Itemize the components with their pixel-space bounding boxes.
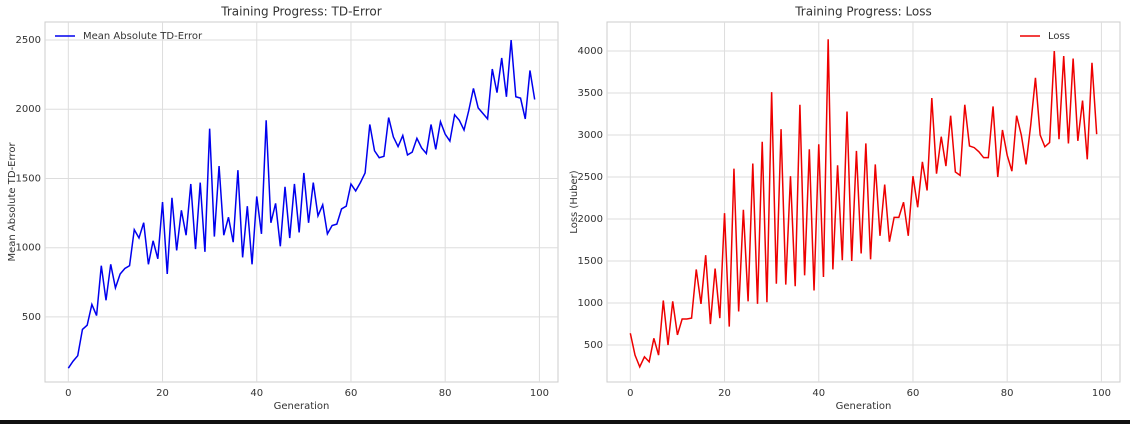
y-tick-label: 1000 — [578, 298, 603, 309]
x-tick-label: 0 — [627, 388, 633, 399]
line — [629, 39, 1098, 369]
x-tick-label: 80 — [1001, 388, 1014, 399]
x-tick-label: 0 — [65, 388, 71, 399]
legend-label: Mean Absolute TD-Error — [83, 31, 203, 42]
x-tick-label: 40 — [250, 388, 263, 399]
y-tick-label: 3500 — [578, 88, 603, 99]
x-tick-label: 100 — [1092, 388, 1111, 399]
bottom-bar — [0, 420, 1130, 424]
x-tick-label: 40 — [812, 388, 825, 399]
x-tick-label: 100 — [530, 388, 549, 399]
y-tick-label: 3000 — [578, 130, 603, 141]
x-axis-label: Generation — [836, 401, 892, 412]
y-tick-label: 2000 — [578, 214, 603, 225]
y-tick-label: 2500 — [16, 35, 41, 46]
y-tick-label: 4000 — [578, 46, 603, 57]
x-tick-label: 20 — [718, 388, 731, 399]
x-tick-label: 80 — [439, 388, 452, 399]
x-tick-label: 20 — [156, 388, 169, 399]
x-tick-label: 60 — [345, 388, 358, 399]
y-tick-label: 500 — [22, 312, 41, 323]
line — [67, 39, 536, 369]
y-tick-label: 500 — [584, 340, 603, 351]
chart-title: Training Progress: TD-Error — [220, 5, 381, 19]
y-tick-label: 2000 — [16, 104, 41, 115]
y-tick-label: 1000 — [16, 243, 41, 254]
chart-title: Training Progress: Loss — [794, 5, 932, 19]
y-axis-label: Loss (Huber) — [569, 170, 580, 233]
y-tick-label: 1500 — [578, 256, 603, 267]
y-tick-label: 1500 — [16, 173, 41, 184]
legend-label: Loss — [1048, 31, 1070, 42]
y-axis-label: Mean Absolute TD-Error — [7, 142, 18, 262]
x-axis-label: Generation — [274, 401, 330, 412]
x-tick-label: 60 — [907, 388, 920, 399]
y-tick-label: 2500 — [578, 172, 603, 183]
